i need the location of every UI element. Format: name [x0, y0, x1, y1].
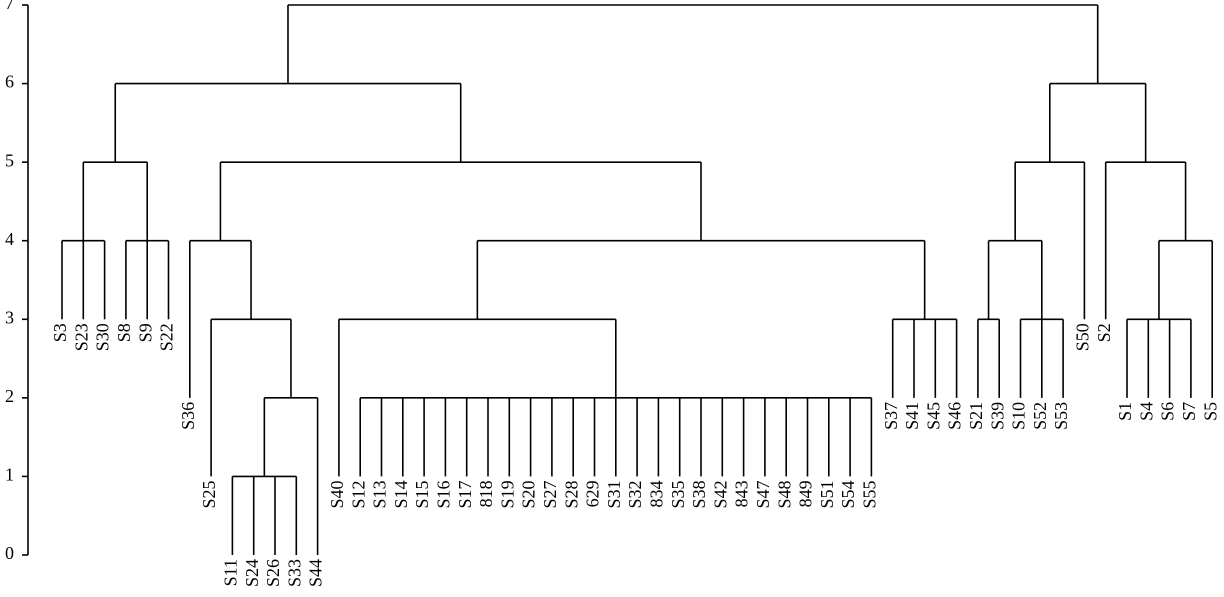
leaf-label: S44	[306, 559, 326, 587]
leaf-label: S19	[497, 480, 517, 508]
leaf-label: S11	[221, 559, 241, 586]
leaf-label: S27	[540, 480, 560, 508]
leaf-label: S10	[1009, 402, 1029, 430]
leaf-label: S48	[774, 480, 794, 508]
leaf-label: S15	[412, 480, 432, 508]
leaf-label: S40	[327, 480, 347, 508]
leaf-label: S22	[157, 323, 177, 351]
leaf-label: S2	[1094, 323, 1114, 342]
leaf-label: 834	[647, 480, 667, 507]
leaf-label: S31	[604, 480, 624, 508]
leaf-label: S37	[881, 402, 901, 430]
y-tick-label: 0	[5, 543, 14, 563]
leaf-label: S51	[817, 480, 837, 508]
leaf-label: S32	[625, 480, 645, 508]
leaf-label: S20	[519, 480, 539, 508]
leaf-label: S33	[284, 559, 304, 587]
leaf-label: S30	[93, 323, 113, 351]
leaf-label: S54	[838, 480, 858, 508]
leaf-label: S7	[1179, 402, 1199, 421]
leaf-label: S46	[945, 402, 965, 430]
leaf-label: S41	[902, 402, 922, 430]
leaf-label: S35	[668, 480, 688, 508]
leaf-label: S26	[263, 559, 283, 587]
leaf-label: S13	[370, 480, 390, 508]
leaf-label: S24	[242, 559, 262, 587]
leaf-label: S50	[1073, 323, 1093, 351]
y-tick-label: 2	[5, 386, 14, 406]
y-tick-label: 5	[5, 150, 14, 170]
leaf-label: S23	[71, 323, 91, 351]
leaf-label: S53	[1051, 402, 1071, 430]
leaf-label: S6	[1158, 402, 1178, 421]
leaf-label: S12	[348, 480, 368, 508]
leaf-label: S5	[1200, 402, 1220, 421]
leaf-label: 843	[732, 480, 752, 507]
leaf-label: S55	[860, 480, 880, 508]
leaf-label: S3	[50, 323, 70, 342]
leaf-label: S25	[199, 480, 219, 508]
leaf-label: S36	[178, 402, 198, 430]
leaf-label: S28	[561, 480, 581, 508]
leaf-label: S45	[923, 402, 943, 430]
leaf-label: S47	[753, 480, 773, 508]
leaf-label: S21	[966, 402, 986, 430]
leaf-label: S4	[1136, 402, 1156, 421]
leaf-label: 849	[796, 480, 816, 507]
leaf-label: 629	[583, 480, 603, 507]
leaf-label: S16	[434, 480, 454, 508]
y-tick-label: 1	[5, 465, 14, 485]
leaf-label: S42	[710, 480, 730, 508]
leaf-label: S9	[135, 323, 155, 342]
y-tick-label: 6	[5, 72, 14, 92]
leaf-label: S17	[455, 480, 475, 508]
y-tick-label: 7	[5, 0, 14, 13]
leaf-label: S38	[689, 480, 709, 508]
y-tick-label: 3	[5, 307, 14, 327]
leaf-label: S1	[1115, 402, 1135, 421]
leaf-label: S39	[987, 402, 1007, 430]
leaf-label: 818	[476, 480, 496, 507]
leaf-label: S14	[391, 480, 411, 508]
leaf-label: S52	[1030, 402, 1050, 430]
leaf-label: S8	[114, 323, 134, 342]
y-tick-label: 4	[5, 229, 14, 249]
